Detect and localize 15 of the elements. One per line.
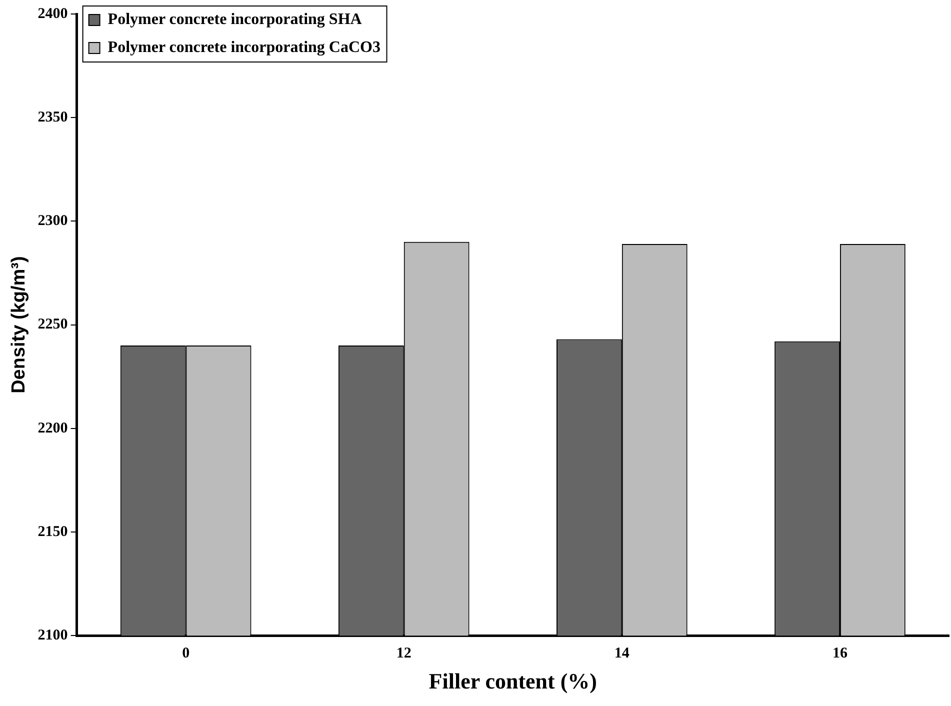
y-tick-label: 2250 [38,316,68,333]
legend-label: Polymer concrete incorporating SHA [108,11,362,28]
y-tick-label: 2300 [38,213,68,230]
x-tick-label: 12 [396,645,412,662]
x-axis-title: Filler content (%) [428,668,598,694]
y-axis-title: Density (kg/m³) [8,256,30,394]
y-tick-label: 2150 [38,524,68,540]
y-tick-label: 2350 [38,109,68,126]
y-tick-label: 2200 [38,420,68,436]
x-tick-label: 14 [614,645,630,662]
y-tick-label: 2100 [38,627,68,644]
legend-label: Polymer concrete incorporating CaCO3 [108,39,380,56]
x-tick-label: 16 [832,645,848,662]
y-tick-label: 2400 [38,6,68,22]
x-tick-label: 0 [182,645,190,662]
